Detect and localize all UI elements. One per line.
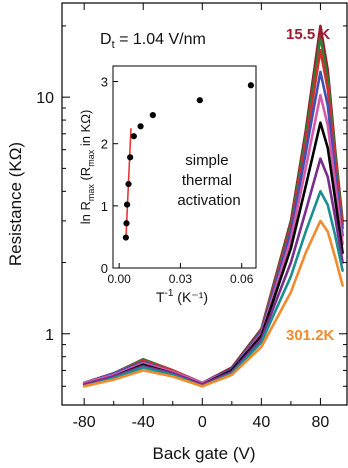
inset-y-tick-label: 3 [101,75,108,90]
main-curves [82,24,344,388]
x-tick-label: 40 [252,414,270,431]
x-tick-label: -80 [73,414,96,431]
inset-y-tick-label: 1 [101,199,108,214]
resistance-curve-9 [82,219,344,388]
resistance-curve-8 [82,190,344,388]
inset-y-tick-label: 0 [101,261,108,276]
inset-y-axis-label: ln Rmax (Rmax in KΩ) [78,110,96,225]
inset-y-axis: 0 1 2 3 [101,75,118,276]
x-axis-label: Back gate (V) [153,444,256,463]
inset-x-axis: 0.00 0.03 0.06 [107,263,254,286]
inset-points [122,82,254,241]
inset-plot: 0.00 0.03 0.06 0 1 2 3 T-1 (K⁻¹) ln Rmax (Rma… [78,65,257,305]
inset-data-point [123,220,130,227]
inset-x-axis-label: T-1 (K⁻¹) [156,288,208,305]
inset-x-tick-label: 0.06 [230,272,254,286]
y-tick-label: 10 [36,90,54,107]
inset-data-point [149,112,156,119]
inset-data-point [130,133,137,140]
inset-data-point [127,154,134,161]
inset-annotation: simple thermal activation [177,152,240,209]
resistance-curve-7 [82,157,344,386]
x-tick-label: -40 [132,414,155,431]
main-plot-frame [61,2,348,406]
inset-data-point [122,234,129,241]
displacement-field-annotation: Dt = 1.04 V/nm [100,31,206,51]
inset-annotation-line-1: simple [185,152,228,169]
main-y-axis: 110 [36,25,347,387]
y-tick-label: 1 [45,327,54,344]
legend-label-low-temp: 15.5 K [286,26,330,43]
inset-data-point [123,201,131,208]
legend-label-high-temp: 301.2K [286,327,335,344]
inset-data-point [137,123,144,130]
main-plot: -80 -40 0 40 80 110 Back gate (V) Resistance… [6,2,348,463]
inset-data-point [125,180,132,188]
inset-plot-frame [112,65,257,269]
x-tick-label: 80 [312,414,330,431]
inset-data-point [196,97,203,104]
inset-data-point [247,82,254,89]
inset-x-tick-label: 0.00 [107,272,131,286]
x-tick-label: 0 [198,414,207,431]
inset-annotation-line-3: activation [177,192,240,209]
main-x-axis: -80 -40 0 40 80 [73,3,330,431]
inset-y-tick-label: 2 [101,137,108,152]
y-axis-label: Resistance (KΩ) [6,142,25,266]
inset-x-tick-label: 0.03 [169,272,193,286]
inset-annotation-line-2: thermal [182,172,232,189]
